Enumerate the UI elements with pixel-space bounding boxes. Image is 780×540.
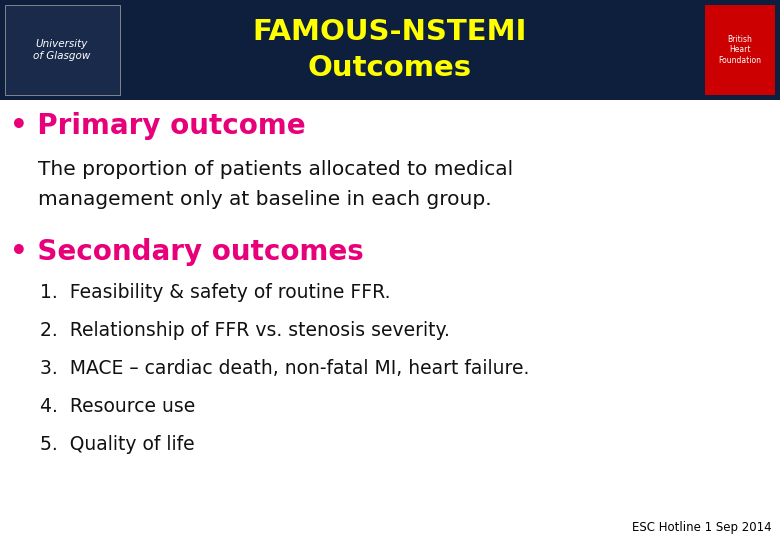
Text: ESC Hotline 1 Sep 2014: ESC Hotline 1 Sep 2014 [633,521,772,534]
Text: FAMOUS-NSTEMI: FAMOUS-NSTEMI [253,18,527,46]
Bar [705,5,775,95]
Bar [5,5,120,95]
Text: Outcomes: Outcomes [308,54,472,82]
Bar [0,0,780,100]
Text: 2.  Relationship of FFR vs. stenosis severity.: 2. Relationship of FFR vs. stenosis seve… [40,321,450,340]
Text: management only at baseline in each group.: management only at baseline in each grou… [38,190,491,209]
Text: 4.  Resource use: 4. Resource use [40,397,195,416]
Text: British
Heart
Foundation: British Heart Foundation [718,35,761,65]
Text: 5.  Quality of life: 5. Quality of life [40,435,195,454]
Text: 3.  MACE – cardiac death, non-fatal MI, heart failure.: 3. MACE – cardiac death, non-fatal MI, h… [40,359,530,378]
Text: • Primary outcome: • Primary outcome [10,112,306,140]
Text: University
of Glasgow: University of Glasgow [34,39,90,61]
Text: The proportion of patients allocated to medical: The proportion of patients allocated to … [38,160,513,179]
Text: 1.  Feasibility & safety of routine FFR.: 1. Feasibility & safety of routine FFR. [40,283,391,302]
Text: • Secondary outcomes: • Secondary outcomes [10,238,363,266]
